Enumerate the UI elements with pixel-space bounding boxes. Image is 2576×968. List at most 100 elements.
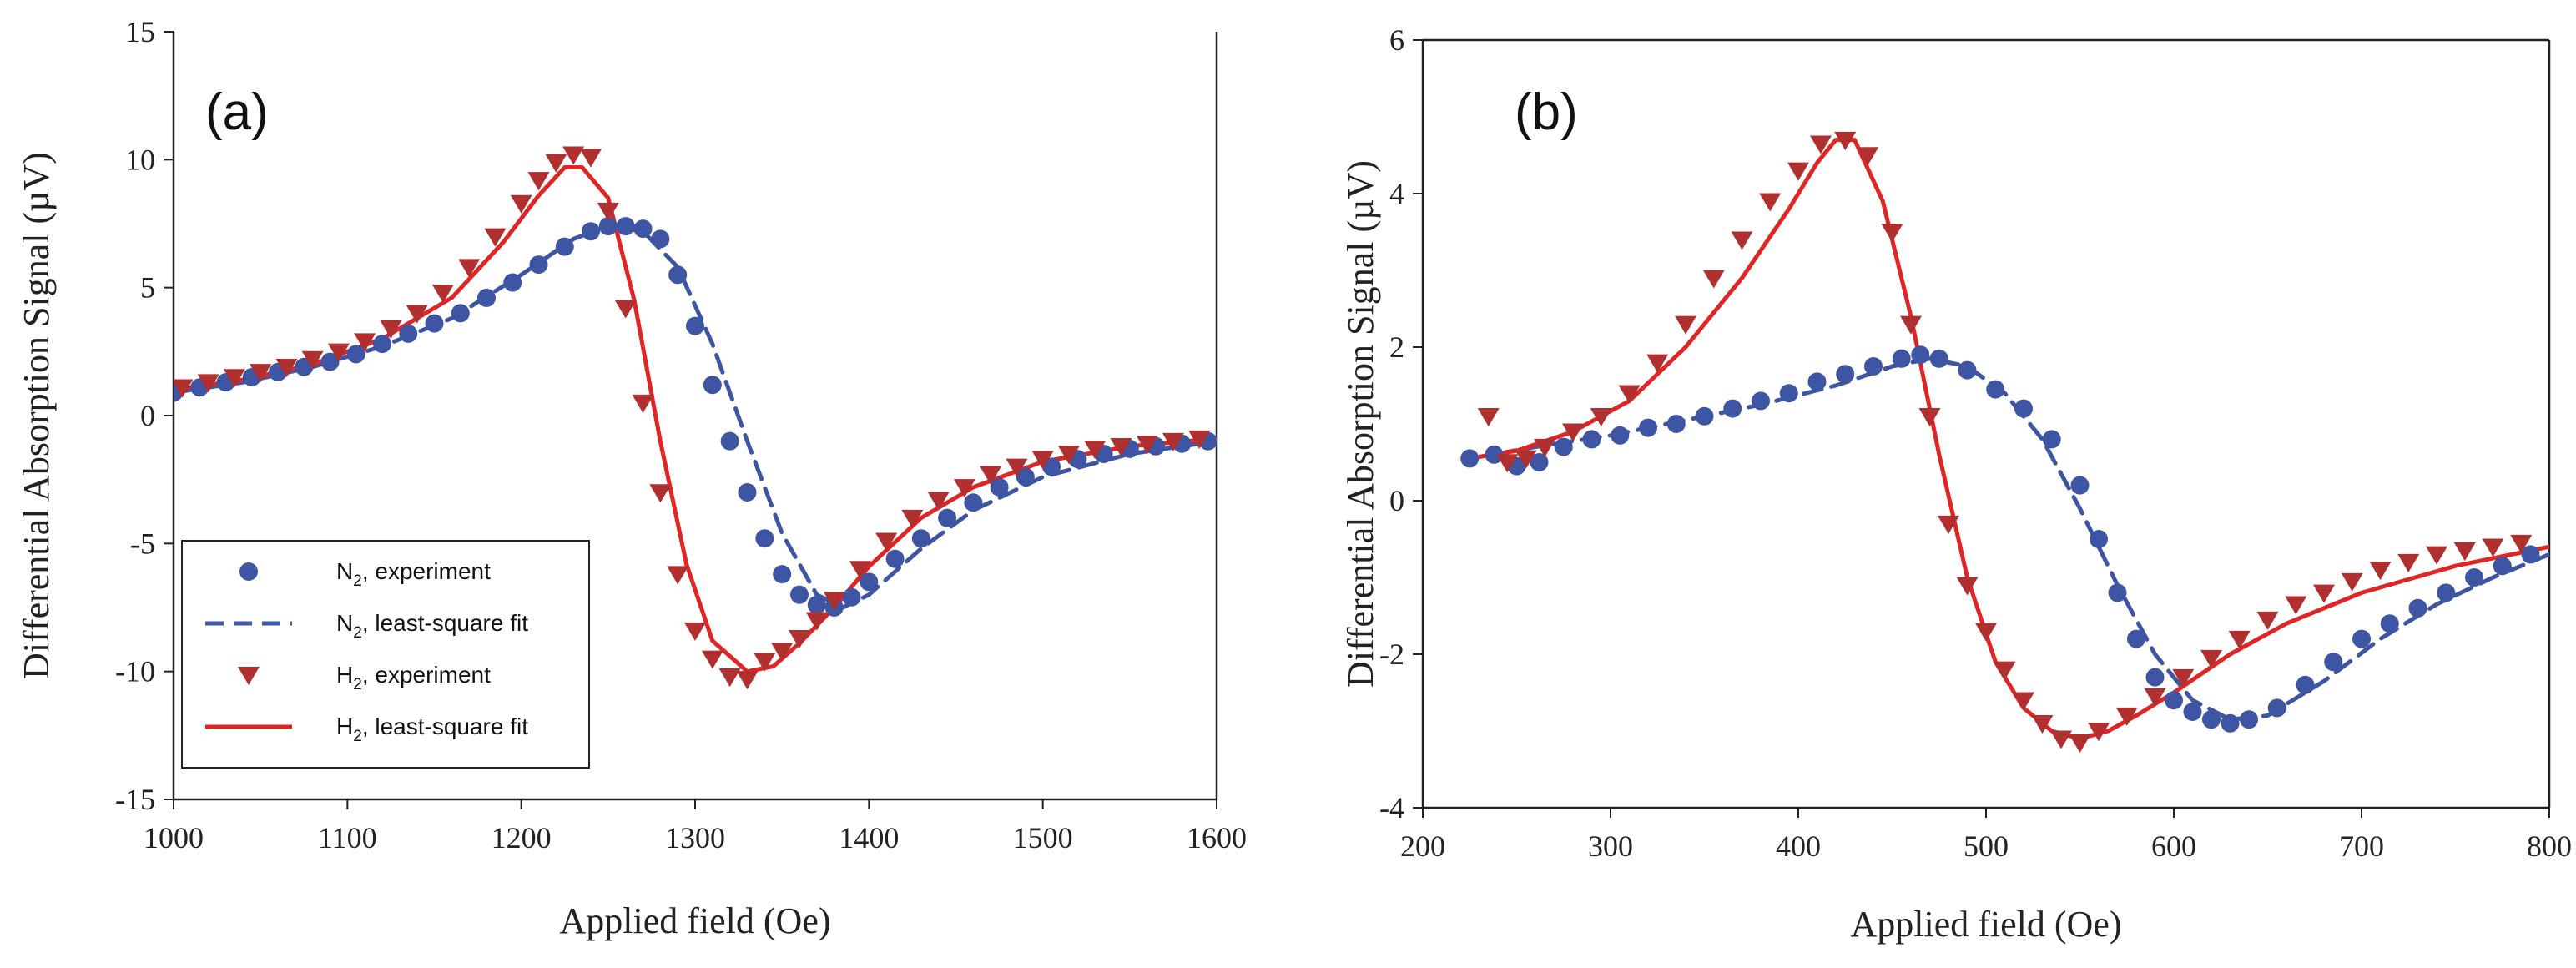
h2-data-point	[562, 146, 585, 165]
x-axis-title: Applied field (Oe)	[560, 900, 831, 941]
panel-label: (b)	[1515, 83, 1578, 141]
h2-data-point	[2172, 668, 2195, 688]
h2-data-point	[1956, 577, 1979, 596]
n2-data-point	[2521, 545, 2540, 564]
h2-data-point	[1975, 623, 1997, 642]
x-axis-title: Applied field (Oe)	[1851, 904, 2122, 945]
n2-data-point	[990, 477, 1009, 497]
n2-data-point	[555, 237, 574, 256]
n2-data-point	[964, 493, 983, 512]
legend: N2, experiment N2, least-square fit H2, ex…	[181, 540, 590, 769]
h2-data-point	[2369, 562, 2392, 581]
h2-data-point	[980, 466, 1002, 485]
n2-data-point	[1639, 418, 1657, 437]
n2-data-point	[503, 273, 522, 292]
h2-data-point	[1477, 408, 1500, 427]
h2-data-point	[823, 592, 845, 611]
n2-data-point	[755, 529, 774, 548]
x-tick-label: 1100	[318, 821, 377, 855]
h2-data-point	[805, 612, 828, 631]
h2-data-point	[2013, 692, 2034, 711]
n2-data-point	[1911, 345, 1930, 365]
x-tick-label: 1500	[1013, 821, 1073, 855]
h2-data-point	[1857, 147, 1879, 166]
h2-data-point	[1810, 135, 1832, 154]
n2-data-point	[738, 483, 757, 502]
h2-data-point	[2510, 534, 2533, 553]
n2-data-point	[1582, 430, 1601, 449]
n2-data-point	[2296, 675, 2315, 694]
h2-data-point	[2031, 715, 2054, 734]
n2-data-point	[1892, 349, 1911, 368]
h2-data-point	[789, 630, 810, 649]
h2-data-point	[484, 228, 507, 247]
panel-label: (a)	[205, 83, 269, 141]
legend-label: N2, least-square fit	[336, 610, 528, 642]
n2-data-point	[1752, 391, 1770, 411]
h2-data-point	[250, 364, 272, 383]
n2-data-point	[2240, 710, 2258, 729]
y-tick-label: 10	[125, 143, 155, 176]
h2-data-point	[2397, 553, 2420, 572]
n2-data-point	[2352, 629, 2371, 648]
n2-data-point	[1016, 467, 1035, 487]
y-tick-label: 2	[1389, 330, 1404, 364]
n2-data-point	[2465, 568, 2483, 587]
x-tick-label: 700	[2339, 829, 2384, 863]
h2-data-point	[1590, 408, 1612, 427]
h2-data-point	[380, 320, 402, 340]
n2-data-point	[425, 314, 444, 333]
n2-data-point	[2202, 710, 2221, 729]
n2-data-point	[2070, 476, 2090, 495]
h2-data-point	[849, 561, 871, 580]
h2-data-point	[2341, 572, 2363, 592]
x-tick-label: 600	[2151, 829, 2196, 863]
n2-data-point	[346, 345, 365, 364]
h2-fit-line	[174, 165, 1217, 674]
h2-data-point	[174, 379, 194, 398]
y-tick-label: 0	[1389, 484, 1404, 517]
h2-data-point	[1994, 661, 2016, 680]
n2-data-point	[477, 288, 496, 307]
h2-data-point	[667, 566, 689, 585]
n2-data-point	[1530, 453, 1549, 471]
n2-data-point	[842, 587, 861, 607]
h2-data-point	[580, 149, 602, 168]
y-tick-label: 5	[140, 271, 155, 305]
n2-data-point	[1986, 380, 2005, 399]
n2-data-point	[1723, 399, 1742, 418]
n2-data-point	[2145, 668, 2165, 687]
h2-data-point	[1562, 423, 1584, 442]
h2-data-point	[2200, 649, 2222, 668]
n2-data-point	[399, 324, 418, 343]
n2-data-point	[582, 222, 600, 241]
n2-data-point	[2221, 713, 2240, 733]
n2-data-point	[1864, 357, 1883, 376]
h2-data-point	[1110, 438, 1132, 457]
n2-data-point	[651, 229, 670, 249]
y-axis-title: Differential Absorption Signal (µV)	[1340, 160, 1381, 688]
y-axis-title: Differential Absorption Signal (µV)	[16, 152, 57, 679]
h2-data-point	[649, 484, 672, 503]
h2-data-point	[701, 650, 723, 669]
h2-fit-line	[1467, 138, 2549, 741]
h2-data-point	[1031, 451, 1054, 470]
h2-data-point	[771, 643, 794, 662]
n2-data-point	[807, 595, 826, 614]
h2-data-point	[223, 369, 245, 388]
x-tick-label: 500	[1964, 829, 2009, 863]
n2-data-point	[2267, 698, 2286, 718]
n2-data-point	[1929, 349, 1948, 368]
plot-area	[174, 146, 1217, 690]
h2-data-point	[1646, 354, 1669, 373]
n2-data-point	[1666, 415, 1686, 433]
n2-data-point	[2183, 703, 2202, 721]
h2-data-point	[1834, 131, 1857, 150]
h2-data-point	[1881, 224, 1903, 243]
h2-data-point	[875, 532, 898, 552]
n2-data-point	[616, 217, 635, 236]
y-tick-label: -5	[130, 527, 155, 560]
h2-data-point	[1534, 438, 1556, 457]
y-tick-label: -2	[1379, 638, 1404, 671]
h2-data-point	[597, 202, 619, 222]
